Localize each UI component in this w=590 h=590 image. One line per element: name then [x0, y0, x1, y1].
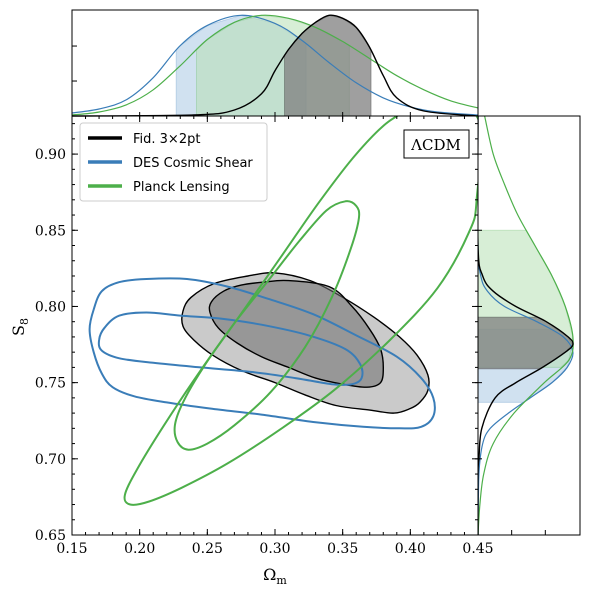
- x-tick-label: 0.15: [56, 541, 87, 557]
- model-label-frame: [403, 129, 470, 159]
- legend: Fid. 3×2pt DES Cosmic Shear Planck Lensing: [79, 122, 268, 202]
- model-label: ΛCDM: [410, 136, 461, 154]
- fid-3x2pt-contours: [181, 272, 430, 414]
- top-marginal-panel: [71, 9, 479, 117]
- y-tick-label: 0.65: [35, 528, 66, 544]
- right-marginal-content: [478, 116, 574, 535]
- y-tick-label: 0.75: [35, 376, 66, 392]
- planck-lensing-marginal-y-curve: [478, 116, 574, 535]
- x-tick-label: 0.35: [327, 541, 358, 557]
- legend-label: Fid. 3×2pt: [133, 132, 200, 147]
- main-contour-panel: 0.15 0.20 0.25 0.30 0.35 0.40 0.45 0.65 0.70 0.75…: [35, 115, 494, 557]
- des-cosmic-shear-marginal-y-curve: [478, 116, 574, 535]
- planck-lensing-contour-68: [173, 200, 361, 451]
- planck-lensing-marginal-x-curve: [71, 14, 479, 116]
- y-axis-label-sub: 8: [18, 318, 31, 325]
- fid-3x2pt-contour-68: [208, 279, 385, 388]
- x-axis-label-sub: m: [276, 574, 287, 587]
- x-tick-label: 0.40: [395, 541, 426, 557]
- x-tick-label: 0.25: [192, 541, 223, 557]
- y-axis-label: S8: [9, 318, 31, 336]
- x-tick-label: 0.20: [124, 541, 155, 557]
- legend-label: Planck Lensing: [133, 180, 230, 195]
- x-axis-label-main: Ω: [263, 565, 276, 584]
- x-tick-label: 0.30: [259, 541, 290, 557]
- y-tick-label: 0.90: [35, 147, 66, 163]
- y-axis-label-main: S: [9, 325, 28, 336]
- y-tick-label: 0.85: [35, 223, 66, 239]
- des-cosmic-shear-contour-95: [88, 277, 436, 430]
- x-tick-label: 0.45: [462, 541, 493, 557]
- des-cosmic-shear-marginal-x-curve: [71, 14, 479, 116]
- y-tick-label: 0.80: [35, 299, 66, 315]
- axis-labels: Ωm S8: [9, 318, 287, 587]
- fid-3x2pt-marginal-y-curve: [478, 116, 574, 535]
- model-label-box: ΛCDM: [403, 129, 470, 159]
- fid-3x2pt-marginal-x-curve: [71, 14, 479, 117]
- legend-frame: [79, 122, 268, 202]
- planck-lensing-contour-95: [123, 116, 478, 506]
- y-tick-label: 0.70: [35, 452, 66, 468]
- legend-label: DES Cosmic Shear: [133, 156, 253, 171]
- x-axis-label: Ωm: [263, 565, 287, 587]
- planck-lensing-contours: [123, 116, 478, 506]
- right-marginal-panel: [477, 115, 581, 536]
